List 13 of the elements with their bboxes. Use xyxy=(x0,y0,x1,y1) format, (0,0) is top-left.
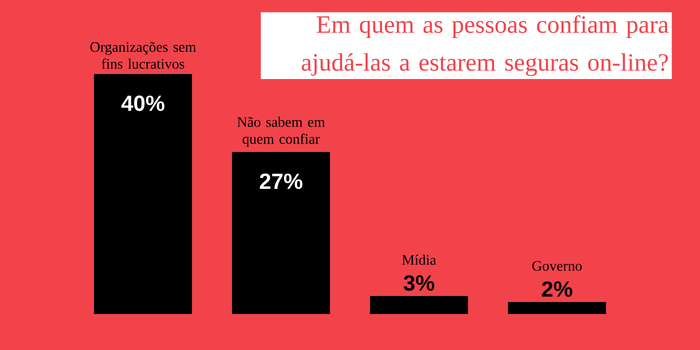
data-label: 40% xyxy=(121,96,164,112)
x-tick-label: Organizações sem fins lucrativos xyxy=(90,42,196,69)
bar xyxy=(94,74,192,314)
data-label: 3% xyxy=(404,275,434,291)
x-tick-label: Mídia xyxy=(402,254,436,265)
data-label: 2% xyxy=(542,281,572,297)
x-tick-label: Não sabem em quem confiar xyxy=(237,116,325,147)
bar xyxy=(232,152,330,314)
bar xyxy=(370,296,468,314)
bar xyxy=(508,302,606,314)
x-tick-label: Governo xyxy=(532,261,582,271)
chart-title: Em quem as pessoas confiam para ajudá-las a estarem seguras on-line? xyxy=(302,15,668,76)
data-label: 27% xyxy=(260,174,302,189)
